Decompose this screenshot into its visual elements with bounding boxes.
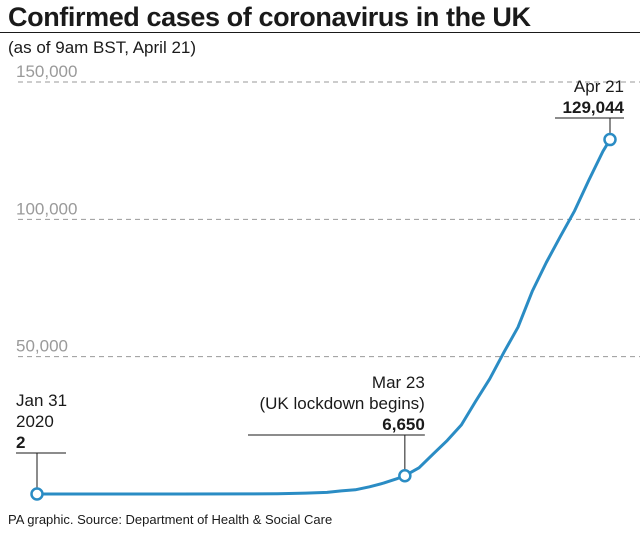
y-tick-labels: 150,000 100,000 50,000 <box>16 62 77 356</box>
annotation-label: Apr 21 <box>574 77 624 96</box>
annotation-value: 6,650 <box>382 415 425 434</box>
point-markers <box>30 132 617 501</box>
source-note: PA graphic. Source: Department of Health… <box>8 512 333 527</box>
annotation-label: Jan 31 <box>16 391 67 410</box>
gridlines <box>18 81 640 358</box>
annotation-labels: 2 Jan 31 2020 6,650 Mar 23 (UK lockdown begin… <box>16 77 625 452</box>
annotated-point-marker <box>603 132 617 147</box>
annotated-point-marker <box>398 468 412 483</box>
annotation-label: (UK lockdown begins) <box>259 394 424 413</box>
annotation-label: 2020 <box>16 412 54 431</box>
annotated-point-marker <box>30 487 44 501</box>
chart-subtitle: (as of 9am BST, April 21) <box>8 38 197 57</box>
annotation-value: 2 <box>16 433 25 452</box>
chart-title: Confirmed cases of coronavirus in the UK <box>8 2 531 32</box>
series-line <box>35 138 612 496</box>
y-tick-label: 50,000 <box>16 337 68 356</box>
annotation-callouts <box>16 117 624 494</box>
annotation-value: 129,044 <box>563 98 625 117</box>
y-tick-label: 100,000 <box>16 199 77 218</box>
annotation-label: Mar 23 <box>372 373 425 392</box>
y-tick-label: 150,000 <box>16 62 77 81</box>
title-rule <box>0 32 640 33</box>
